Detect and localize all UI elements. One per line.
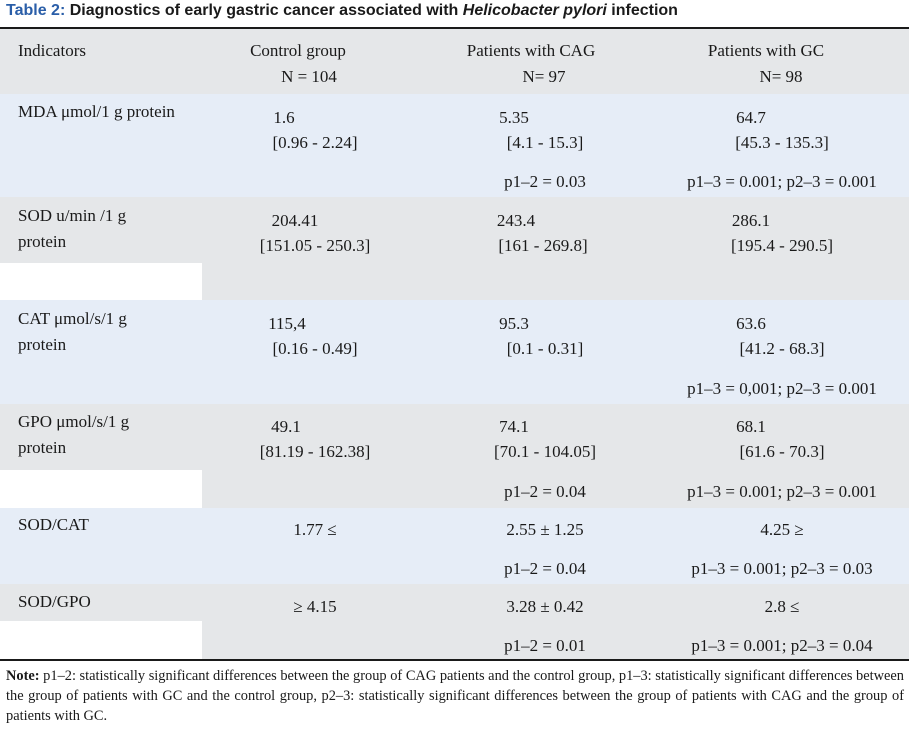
gpo-gc-p: p1–3 = 0.001; p2–3 = 0.001 xyxy=(687,482,877,501)
sodcat-cag-p: p1–2 = 0.04 xyxy=(504,559,586,578)
note-text: p1–2: statistically significant differen… xyxy=(6,668,904,724)
row-label-gpo: GPO μmol/s/1 g xyxy=(18,412,130,431)
caption-text-end: infection xyxy=(611,2,678,19)
caption-italic: Helicobacter pylori xyxy=(462,2,607,19)
row-label-sod: SOD u/min /1 g xyxy=(18,206,127,225)
sod-control-value: 204.41 xyxy=(271,211,319,230)
row-label-gpo-2: protein xyxy=(18,438,67,457)
note-label: Note: xyxy=(6,668,40,684)
header-cag-n: N= 97 xyxy=(522,67,566,86)
header-indicators: Indicators xyxy=(18,41,86,60)
table-top-rule xyxy=(0,27,909,29)
cat-gc-value: 63.6 xyxy=(736,314,766,333)
mda-control-range: [0.96 - 2.24] xyxy=(272,133,358,152)
header-band xyxy=(0,29,909,94)
cat-cag-value: 95.3 xyxy=(499,314,529,333)
row-label-sodcat: SOD/CAT xyxy=(18,515,89,534)
table-bottom-rule xyxy=(0,659,909,661)
gpo-gc-value: 68.1 xyxy=(736,417,766,436)
gpo-cag-p: p1–2 = 0.04 xyxy=(504,482,586,501)
gpo-control-value: 49.1 xyxy=(271,417,301,436)
sodcat-control-value: 1.77 ≤ xyxy=(293,520,337,539)
cat-control-value: 115,4 xyxy=(268,314,306,333)
sodgpo-gc-p: p1–3 = 0.001; p2–3 = 0.04 xyxy=(691,636,873,655)
gpo-cag-value: 74.1 xyxy=(499,417,529,436)
gpo-control-range: [81.19 - 162.38] xyxy=(259,442,371,461)
row-label-sodgpo: SOD/GPO xyxy=(18,592,91,611)
sodgpo-gc-value: 2.8 ≤ xyxy=(764,597,800,616)
header-control-n: N = 104 xyxy=(281,67,337,86)
table-number: Table 2: xyxy=(6,2,66,19)
sodgpo-control-value: ≥ 4.15 xyxy=(293,597,337,616)
gpo-gc-range: [61.6 - 70.3] xyxy=(739,442,825,461)
sod-control-range: [151.05 - 250.3] xyxy=(259,236,371,255)
mda-control-value: 1.6 xyxy=(273,108,295,127)
mda-cag-p: p1–2 = 0.03 xyxy=(504,172,586,191)
sod-gc-value: 286.1 xyxy=(731,211,771,230)
row-label-mda: MDA μmol/1 g protein xyxy=(18,102,175,121)
cat-control-range: [0.16 - 0.49] xyxy=(272,339,358,358)
mda-cag-range: [4.1 - 15.3] xyxy=(506,133,584,152)
caption-text: Diagnostics of early gastric cancer asso… xyxy=(69,2,459,19)
row-band-gpo-gap xyxy=(0,470,202,508)
header-cag: Patients with CAG xyxy=(466,41,596,60)
header-gc: Patients with GC xyxy=(707,41,825,60)
row-band-sod-gap xyxy=(0,263,202,300)
row-label-cat: CAT μmol/s/1 g xyxy=(18,309,127,328)
gpo-cag-range: [70.1 - 104.05] xyxy=(494,442,596,461)
mda-gc-value: 64.7 xyxy=(736,108,766,127)
header-control: Control group xyxy=(250,41,346,60)
sodgpo-cag-value: 3.28 ± 0.42 xyxy=(506,597,584,616)
mda-gc-p: p1–3 = 0.001; p2–3 = 0.001 xyxy=(687,172,877,191)
mda-gc-range: [45.3 - 135.3] xyxy=(735,133,829,152)
cat-gc-p: p1–3 = 0,001; p2–3 = 0.001 xyxy=(687,379,877,398)
sodgpo-cag-p: p1–2 = 0.01 xyxy=(504,636,586,655)
sod-cag-range: [161 - 269.8] xyxy=(498,236,588,255)
mda-cag-value: 5.35 xyxy=(499,108,529,127)
cat-cag-range: [0.1 - 0.31] xyxy=(506,339,584,358)
cat-gc-range: [41.2 - 68.3] xyxy=(739,339,825,358)
row-band-sodgpo-gap xyxy=(0,621,202,659)
sodcat-gc-value: 4.25 ≥ xyxy=(760,520,804,539)
row-band-sodcat xyxy=(0,508,909,584)
row-band-cat xyxy=(0,300,909,404)
sod-cag-value: 243.4 xyxy=(496,211,536,230)
sod-gc-range: [195.4 - 290.5] xyxy=(731,236,833,255)
sodcat-cag-value: 2.55 ± 1.25 xyxy=(506,520,584,539)
sodcat-gc-p: p1–3 = 0.001; p2–3 = 0.03 xyxy=(691,559,873,578)
row-label-cat-2: protein xyxy=(18,335,67,354)
table-caption: Table 2: Diagnostics of early gastric ca… xyxy=(6,2,678,20)
table-note: Note: p1–2: statistically significant di… xyxy=(6,666,904,726)
row-label-sod-2: protein xyxy=(18,232,67,251)
row-band-mda xyxy=(0,94,909,197)
header-gc-n: N= 98 xyxy=(759,67,803,86)
